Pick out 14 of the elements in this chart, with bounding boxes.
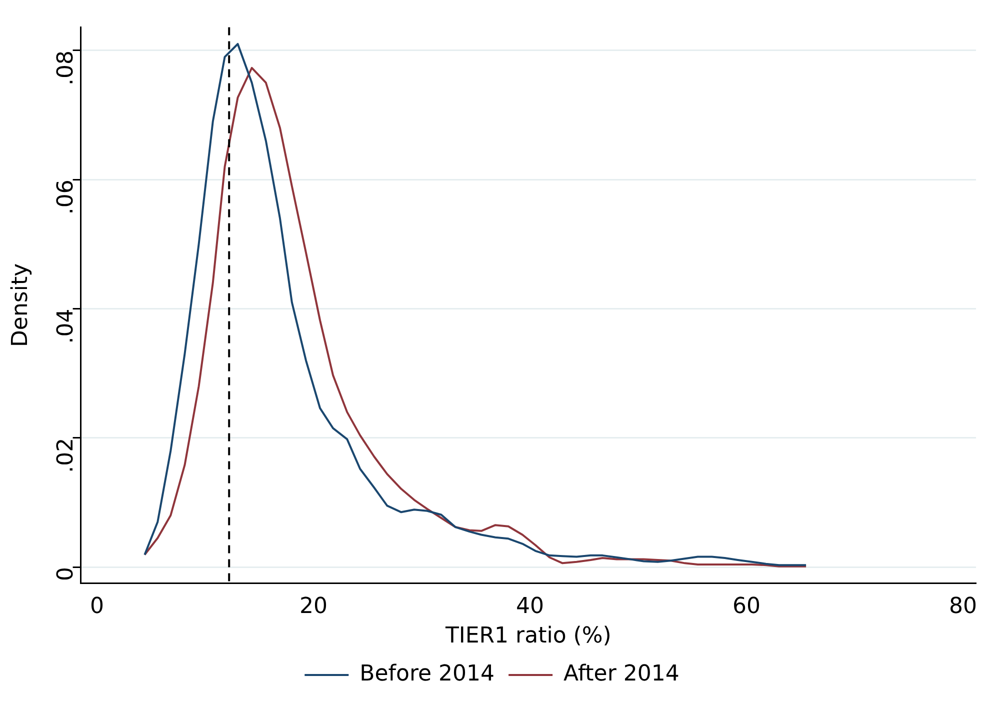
y-axis-title: Density [8,263,33,348]
y-tick-label: 0 [54,567,79,582]
x-tick-label: 20 [300,594,328,620]
legend-label: Before 2014 [360,662,495,687]
x-axis-title: TIER1 ratio (%) [444,624,612,649]
x-tick-label: 60 [732,594,761,620]
x-tick-label: 80 [949,594,978,620]
y-tick-label: .08 [54,50,79,86]
y-tick-label: .04 [54,308,79,344]
legend-label: After 2014 [564,662,680,687]
y-tick-label: .02 [54,438,79,473]
y-tick-label: .06 [54,180,79,215]
x-tick-label: 0 [90,594,104,620]
x-tick-label: 40 [516,594,544,620]
